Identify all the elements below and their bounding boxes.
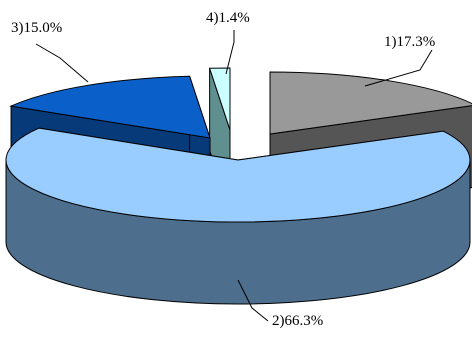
leader-lines (35, 30, 433, 322)
leader-line-3 (35, 43, 89, 83)
leader-line-4 (225, 30, 235, 75)
slice-2-top (5, 127, 471, 223)
slice-sides (5, 67, 472, 305)
slice-label-1: 1)17.3% (384, 34, 435, 50)
leader-line-1 (364, 49, 433, 87)
leader-line-2 (237, 279, 269, 322)
slice-4-top (208, 67, 231, 131)
slice-3-top (9, 75, 211, 139)
slice-label-4: 4)1.4% (206, 10, 250, 26)
slice-labels: 1)17.3% 2)66.3% 3)15.0% 4)1.4% (11, 10, 435, 329)
slice-1-top (269, 71, 472, 135)
slice-label-3: 3)15.0% (11, 20, 62, 36)
slice-label-2: 2)66.3% (272, 313, 323, 329)
